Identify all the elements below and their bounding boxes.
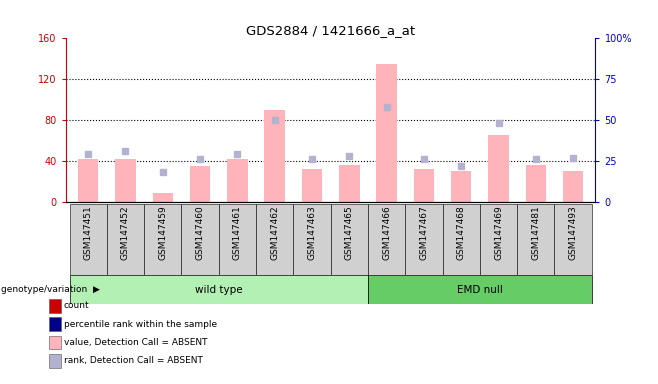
Text: rank, Detection Call = ABSENT: rank, Detection Call = ABSENT [64, 356, 203, 366]
Text: GSM147481: GSM147481 [531, 206, 540, 260]
Bar [218, 204, 256, 275]
Bar [451, 171, 472, 202]
Text: GSM147467: GSM147467 [419, 206, 428, 260]
Text: wild type: wild type [195, 285, 243, 295]
Text: GSM147461: GSM147461 [233, 206, 242, 260]
Bar [115, 159, 136, 202]
Bar [368, 275, 592, 304]
Title: GDS2884 / 1421666_a_at: GDS2884 / 1421666_a_at [246, 24, 415, 37]
Bar [70, 275, 368, 304]
Bar [265, 110, 285, 202]
Bar [414, 169, 434, 202]
Bar [563, 171, 584, 202]
Bar [144, 204, 182, 275]
Bar [256, 204, 293, 275]
Text: GSM147468: GSM147468 [457, 206, 466, 260]
Bar [78, 159, 99, 202]
Text: GSM147459: GSM147459 [159, 206, 167, 260]
Text: percentile rank within the sample: percentile rank within the sample [64, 319, 217, 329]
Text: GSM147463: GSM147463 [307, 206, 316, 260]
Text: value, Detection Call = ABSENT: value, Detection Call = ABSENT [64, 338, 207, 347]
Text: EMD null: EMD null [457, 285, 503, 295]
Bar [488, 135, 509, 202]
Text: GSM147452: GSM147452 [121, 206, 130, 260]
Text: GSM147469: GSM147469 [494, 206, 503, 260]
Bar [405, 204, 443, 275]
Bar [227, 159, 247, 202]
Bar [302, 169, 322, 202]
Bar [182, 204, 218, 275]
Text: GSM147465: GSM147465 [345, 206, 354, 260]
Bar [555, 204, 592, 275]
Bar [153, 194, 173, 202]
Text: count: count [64, 301, 89, 310]
Text: genotype/variation  ▶: genotype/variation ▶ [1, 285, 99, 294]
Bar [517, 204, 555, 275]
Bar [331, 204, 368, 275]
Text: GSM147462: GSM147462 [270, 206, 279, 260]
Bar [70, 204, 107, 275]
Bar [443, 204, 480, 275]
Bar [107, 204, 144, 275]
Text: GSM147466: GSM147466 [382, 206, 391, 260]
Bar [526, 165, 546, 202]
Bar [339, 165, 359, 202]
Text: GSM147451: GSM147451 [84, 206, 93, 260]
Bar [376, 64, 397, 202]
Bar [190, 166, 211, 202]
Bar [293, 204, 331, 275]
Text: GSM147460: GSM147460 [195, 206, 205, 260]
Bar [368, 204, 405, 275]
Bar [480, 204, 517, 275]
Text: GSM147493: GSM147493 [569, 206, 578, 260]
